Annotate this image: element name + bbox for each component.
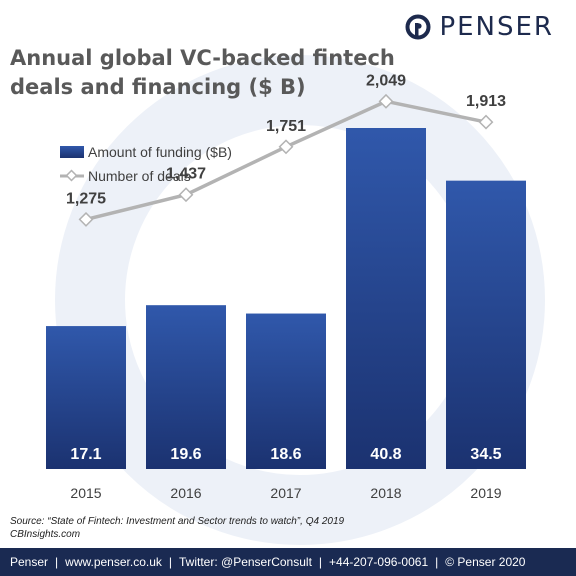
- source-line-2: CBInsights.com: [10, 529, 81, 540]
- x-axis: 2015 2016 2017 2018 2019: [70, 485, 501, 501]
- line-series: 1,275 1,437 1,751 2,049 1,913: [66, 72, 506, 227]
- x-tick-label: 2017: [270, 485, 301, 501]
- brand-logo: PENSER: [405, 10, 554, 44]
- x-tick-label: 2015: [70, 485, 101, 501]
- legend-label-funding: Amount of funding ($B): [88, 144, 232, 160]
- footer-brand: Penser: [10, 555, 49, 569]
- brand-name: PENSER: [439, 12, 554, 42]
- footer-bar: Penser | www.penser.co.uk | Twitter: @Pe…: [0, 548, 576, 576]
- legend-label-deals: Number of deals: [88, 168, 191, 184]
- bar-value-label: 17.1: [70, 446, 101, 463]
- line-point-2019: [478, 114, 494, 130]
- line-value-label: 1,751: [266, 118, 306, 135]
- footer-separator: |: [318, 555, 323, 569]
- line-point-2018: [378, 93, 394, 109]
- bar-value-label: 18.6: [270, 446, 301, 463]
- bar-2016: [146, 305, 226, 469]
- bar-2015: [46, 326, 126, 469]
- bar-2018: [346, 128, 426, 469]
- footer-website-link[interactable]: www.penser.co.uk: [65, 555, 162, 569]
- bar-value-label: 19.6: [170, 446, 201, 463]
- legend: Amount of funding ($B) Number of deals: [60, 144, 232, 184]
- chart-title: Annual global VC-backed fintech deals an…: [10, 46, 395, 99]
- x-tick-label: 2016: [170, 485, 201, 501]
- bar-2017: [246, 313, 326, 469]
- x-tick-label: 2019: [470, 485, 501, 501]
- footer-separator: |: [168, 555, 172, 569]
- legend-swatch-funding: [60, 146, 84, 158]
- legend-marker-deals: [65, 169, 78, 182]
- footer-copyright: © Penser 2020: [445, 555, 526, 569]
- line-value-label: 2,049: [366, 72, 406, 89]
- line-value-label: 1,275: [66, 190, 106, 207]
- line-value-label: 1,913: [466, 93, 506, 110]
- line-point-2017: [278, 139, 294, 155]
- source-line-1: Source: “State of Fintech: Investment an…: [10, 516, 345, 527]
- source-note: Source: “State of Fintech: Investment an…: [10, 515, 344, 541]
- footer-separator: |: [55, 555, 59, 569]
- bar-2019: [446, 180, 526, 469]
- footer-phone: +44-207-096-0061: [329, 555, 429, 569]
- x-tick-label: 2018: [370, 485, 401, 501]
- line-value-label: 1,437: [166, 166, 206, 183]
- bar-value-label: 40.8: [370, 446, 401, 463]
- line-point-2015: [78, 212, 94, 227]
- bar-series: 17.1 19.6 18.6 40.8 34.5: [46, 128, 526, 469]
- bar-value-label: 34.5: [470, 446, 501, 463]
- footer-twitter-link[interactable]: Twitter: @PenserConsult: [179, 555, 312, 569]
- penser-logo-icon: [405, 14, 431, 40]
- line-point-2016: [178, 187, 194, 203]
- footer-separator: |: [435, 555, 439, 569]
